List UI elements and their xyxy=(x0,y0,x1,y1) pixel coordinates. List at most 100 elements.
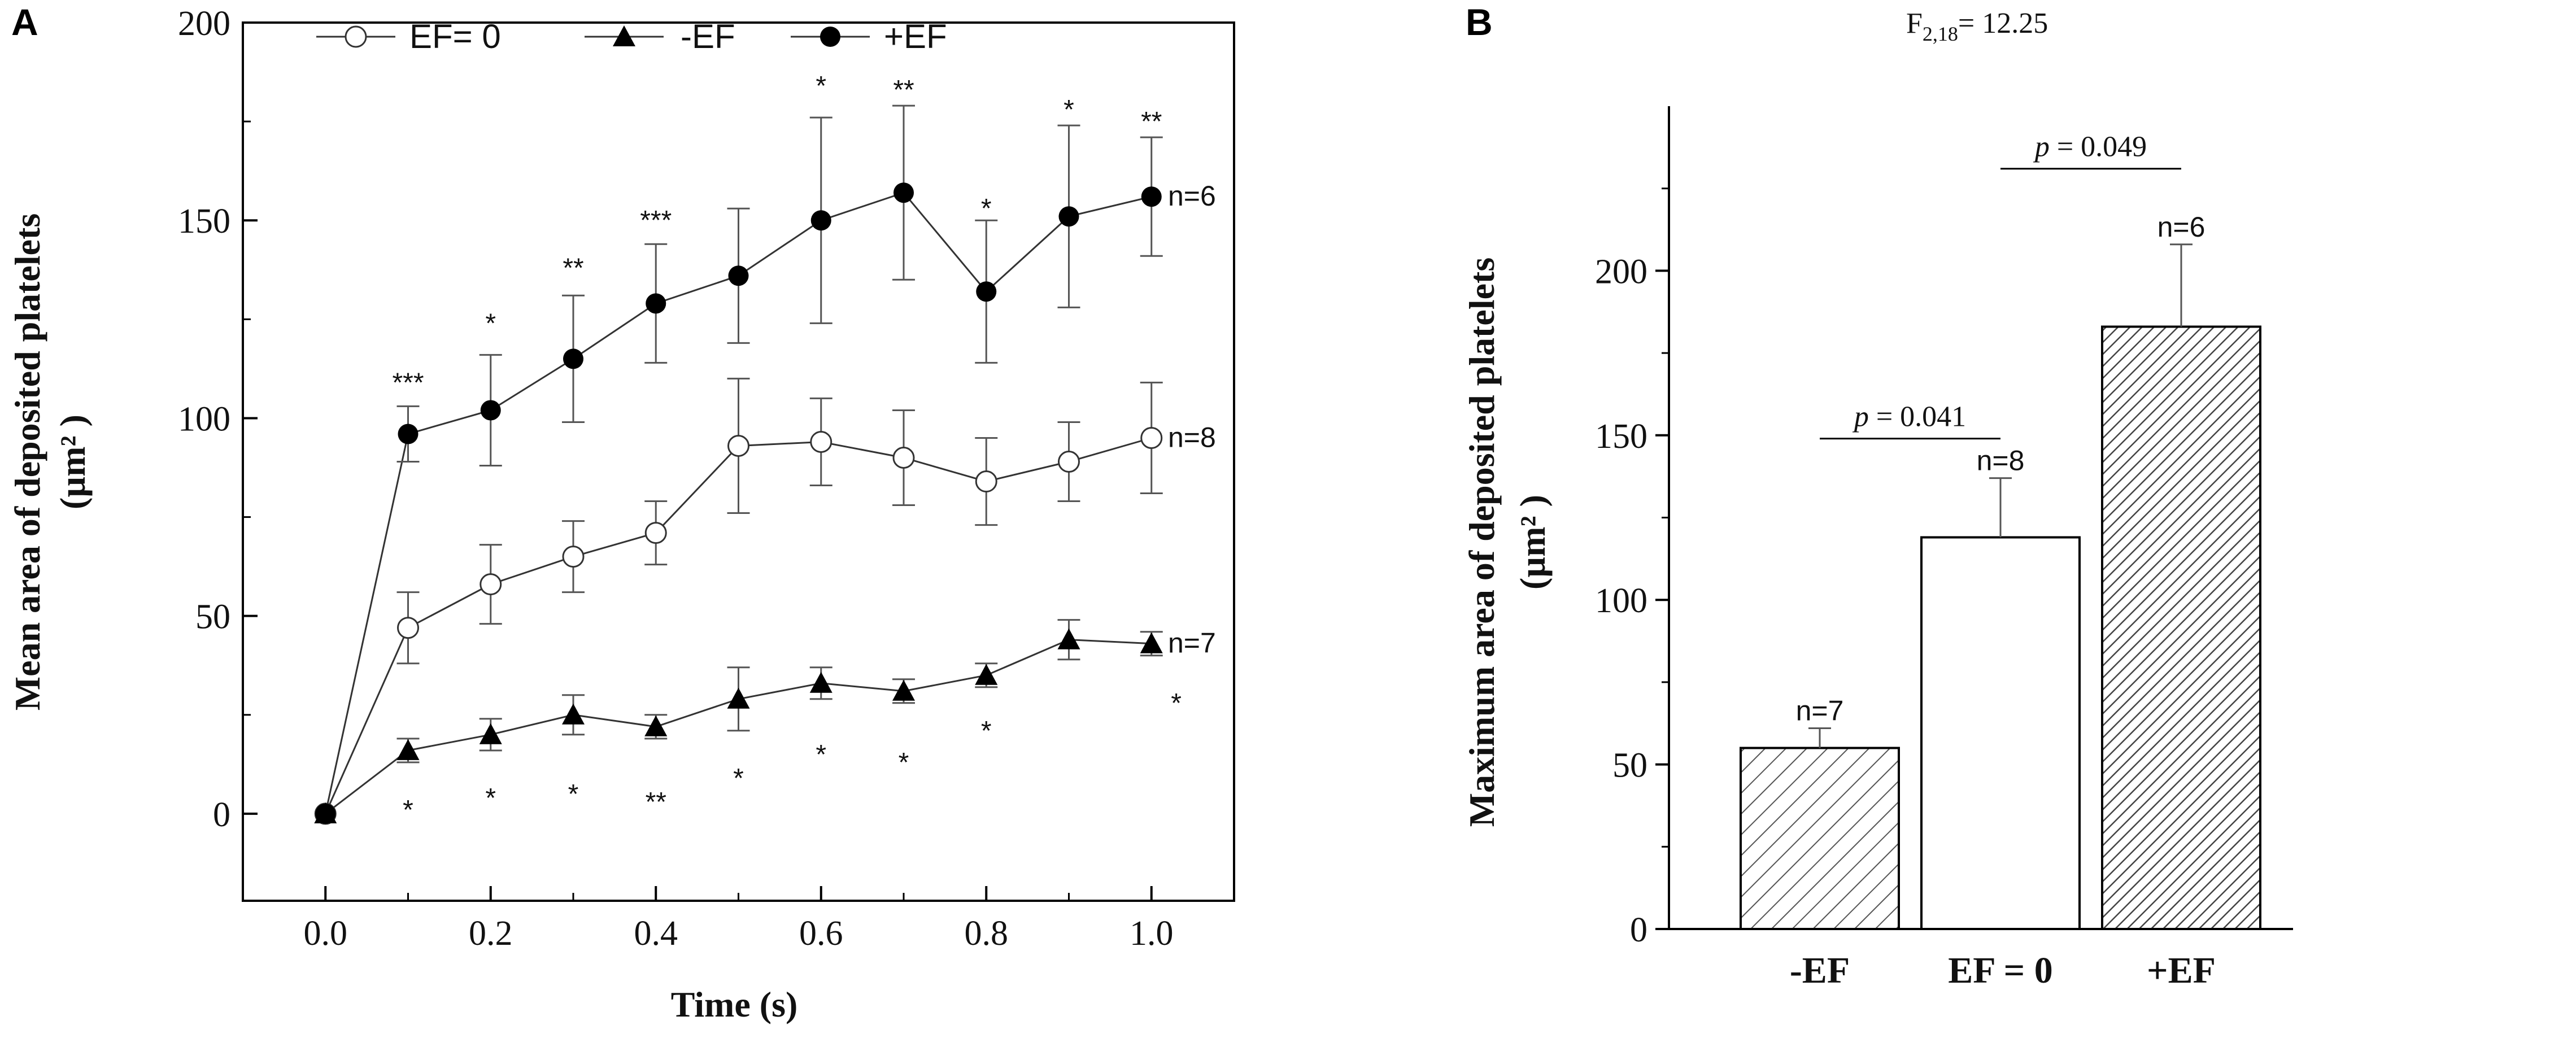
data-point xyxy=(562,546,585,568)
bar-n-label: n=8 xyxy=(1977,445,2025,477)
legend-label-plus-ef: +EF xyxy=(884,18,947,55)
bar-n-label: n=6 xyxy=(2157,211,2205,243)
significance-marker: * xyxy=(899,748,909,778)
panel-b-y-tick-label: 50 xyxy=(1612,747,1647,785)
significance-marker: *** xyxy=(392,368,424,398)
panel-a-x-tick-label: 0.6 xyxy=(799,914,843,953)
data-point xyxy=(1057,628,1080,649)
panel-a-y-tick-label: 150 xyxy=(178,202,230,241)
panel-a-x-tick-label: 0.0 xyxy=(304,914,348,953)
filled-circle-marker-icon xyxy=(820,27,840,47)
data-point xyxy=(1140,426,1163,449)
significance-marker: * xyxy=(1063,95,1074,125)
bar xyxy=(1740,747,1900,930)
significance-marker: * xyxy=(981,716,992,746)
legend-entry-ef-zero: EF= 0 xyxy=(316,18,501,55)
comparison-p-value: p = 0.041 xyxy=(1852,401,1966,433)
data-point xyxy=(727,434,749,457)
panel-b-y-axis-title-group: Maximum area of deposited platelets xyxy=(1462,258,1502,827)
significance-marker: * xyxy=(981,194,992,224)
data-point xyxy=(563,348,583,369)
bar-n-label: n=7 xyxy=(1796,695,1844,726)
panel-a-x-tick-label: 0.2 xyxy=(469,914,513,953)
panel-a-y-axis-unit-group: (µm² ) xyxy=(53,415,93,509)
filled-triangle-marker-icon xyxy=(613,25,635,46)
data-point xyxy=(727,687,750,709)
data-point xyxy=(480,400,501,421)
series-n-label: n=7 xyxy=(1168,627,1216,659)
bar-category-label: +EF xyxy=(2147,950,2216,991)
bar-category-label: EF = 0 xyxy=(1948,950,2053,991)
open-circle-marker-icon xyxy=(345,25,367,48)
significance-marker: * xyxy=(485,783,496,813)
data-point xyxy=(1058,206,1079,227)
data-point xyxy=(809,671,832,693)
significance-marker: ** xyxy=(563,253,583,283)
data-point xyxy=(396,739,420,760)
panel-a-annotations: ********** **** *** * * **** *** xyxy=(392,71,1181,825)
significance-marker: * xyxy=(485,308,496,338)
bar-category-label: -EF xyxy=(1790,950,1850,991)
panel-b-y-axis-title: Maximum area of deposited platelets xyxy=(1462,258,1502,827)
panel-a-y-tick-label: 100 xyxy=(178,400,230,438)
significance-marker: * xyxy=(1171,688,1182,718)
series-n-label: n=8 xyxy=(1168,421,1216,453)
panel-b: B 0 50 100 150 200 n=7 -EF n=8 EF = 0 n=6 +EF p =… xyxy=(1462,1,2293,991)
panel-a-y-axis-title-group: Mean area of deposited platelets xyxy=(7,213,47,710)
significance-marker: * xyxy=(816,740,826,770)
legend-label-minus-ef: -EF xyxy=(681,18,735,55)
panel-a-y-tick-label: 50 xyxy=(195,598,230,636)
panel-a-series: n=8 n=7 n=6 xyxy=(314,104,1216,825)
panel-a-y-axis: 0 50 100 150 200 xyxy=(178,5,258,834)
panel-a-y-axis-unit: (µm² ) xyxy=(53,415,93,509)
legend-entry-minus-ef: -EF xyxy=(585,18,735,55)
bar xyxy=(1920,536,2081,930)
panel-b-y-tick-label: 0 xyxy=(1630,911,1647,949)
panel-b-y-axis-unit: (µm² ) xyxy=(1513,495,1553,590)
data-point xyxy=(646,293,666,314)
data-point xyxy=(398,424,419,444)
data-point xyxy=(976,281,997,302)
data-point xyxy=(975,664,998,685)
panel-a-legend: EF= 0 -EF +EF xyxy=(316,18,947,55)
data-point xyxy=(810,430,832,453)
data-point xyxy=(479,723,502,744)
data-point xyxy=(1140,632,1163,653)
significance-marker: ** xyxy=(646,787,666,817)
panel-a-x-axis-title: Time (s) xyxy=(671,984,798,1024)
panel-letter-a: A xyxy=(11,1,38,43)
legend-label-ef-zero: EF= 0 xyxy=(409,18,501,55)
data-point xyxy=(480,573,502,596)
panel-b-y-tick-label: 200 xyxy=(1595,252,1647,291)
significance-marker: * xyxy=(816,71,826,101)
panel-b-y-axis-unit-group: (µm² ) xyxy=(1513,495,1553,590)
panel-a-x-axis: 0.0 0.2 0.4 0.6 0.8 1.0 xyxy=(242,886,1235,953)
panel-a-y-tick-label: 0 xyxy=(213,796,230,834)
legend-entry-plus-ef: +EF xyxy=(791,18,947,55)
data-point xyxy=(810,210,831,231)
panel-b-bars: n=7 -EF n=8 EF = 0 n=6 +EF xyxy=(1740,211,2261,991)
data-point xyxy=(1141,186,1162,207)
bar xyxy=(2101,325,2261,931)
panel-a: A 0 50 100 150 200 0.0 0.2 0.4 0.6 0.8 1.0 n=8 n=7… xyxy=(7,1,1235,1024)
data-point xyxy=(1058,451,1080,473)
significance-marker: * xyxy=(568,779,579,809)
significance-marker: *** xyxy=(640,206,672,235)
data-point xyxy=(562,703,585,725)
panel-a-x-tick-label: 1.0 xyxy=(1130,914,1174,953)
significance-marker: ** xyxy=(893,75,914,105)
panel-b-y-tick-label: 100 xyxy=(1595,582,1647,620)
panel-a-x-tick-label: 0.8 xyxy=(965,914,1009,953)
panel-a-y-tick-label: 200 xyxy=(178,5,230,43)
panel-letter-b: B xyxy=(1466,1,1493,43)
panel-b-f-statistic: F2,18= 12.25 xyxy=(1906,7,2048,45)
data-point xyxy=(315,803,336,824)
data-point xyxy=(893,182,914,203)
data-point xyxy=(644,715,668,736)
data-point xyxy=(728,265,749,286)
data-point xyxy=(975,470,997,493)
data-point xyxy=(892,679,915,701)
significance-marker: * xyxy=(733,764,744,793)
